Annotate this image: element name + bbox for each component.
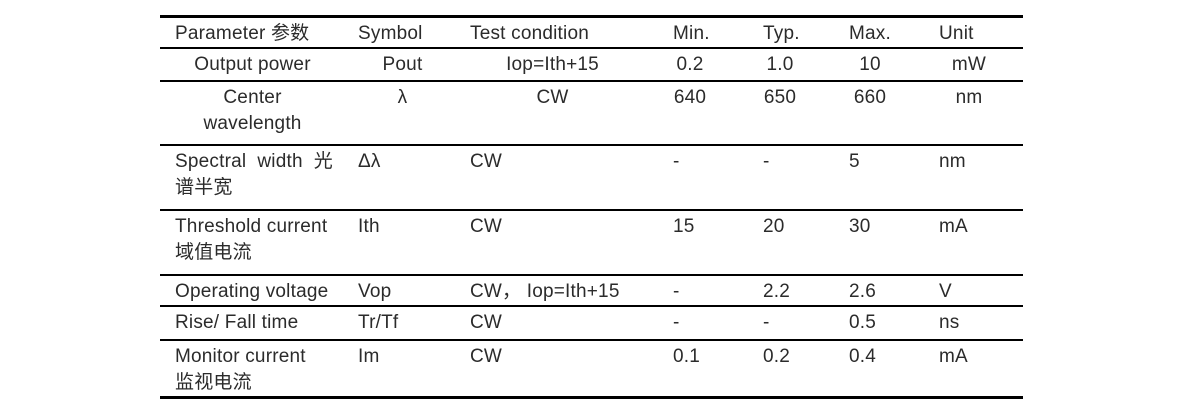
unit-cell: mA	[939, 216, 968, 237]
unit-cell: nm	[939, 151, 966, 172]
max-cell: 660	[853, 87, 887, 108]
table-row: Center wavelength λ CW 640 650 660 nm	[160, 81, 1023, 145]
param-cell: Spectral width 光谱半宽	[160, 145, 345, 210]
param-line: Operating voltage	[175, 281, 329, 302]
param-line: 监视电流	[175, 372, 252, 393]
param-line: Monitor current	[175, 346, 306, 367]
test-condition-cell: CW	[470, 312, 503, 333]
table-row: Rise/ Fall time Tr/Tf CW - - 0.5 ns	[160, 306, 1023, 340]
min-cell: 640	[673, 87, 707, 108]
max-cell: 30	[849, 216, 871, 237]
column-header: Test condition	[470, 23, 589, 44]
symbol-cell: Im	[358, 346, 380, 367]
table-row: Output power Pout Iop=Ith+15 0.2 1.0 10 mW	[160, 48, 1023, 81]
table-row: Monitor current 监视电流 Im CW 0.1 0.2 0.4 mA	[160, 340, 1023, 398]
max-cell: 5	[849, 151, 860, 172]
unit-cell: mA	[939, 346, 968, 367]
typ-cell: 2.2	[763, 281, 791, 302]
param-cell: Operating voltage	[160, 275, 345, 306]
max-cell: 10	[859, 54, 881, 75]
table-row: Operating voltage Vop CW， Iop=Ith+15 - 2.2 2.…	[160, 275, 1023, 306]
param-line: Rise/ Fall time	[175, 312, 299, 333]
unit-cell: nm	[955, 87, 983, 108]
symbol-cell: Pout	[382, 54, 423, 75]
unit-cell: ns	[939, 312, 960, 333]
min-cell: 0.1	[673, 346, 701, 367]
test-condition-cell: Iop=Ith+15	[506, 54, 599, 75]
typ-cell: 1.0	[766, 54, 794, 75]
param-line: Spectral width 光	[175, 151, 333, 172]
column-header: Max.	[849, 23, 891, 44]
typ-cell: 650	[763, 87, 797, 108]
test-condition-cell: CW	[470, 346, 503, 367]
symbol-cell: Vop	[358, 281, 392, 302]
typ-cell: -	[763, 312, 770, 333]
max-cell: 2.6	[849, 281, 877, 302]
test-condition-cell: CW， Iop=Ith+15	[470, 281, 620, 302]
min-cell: 15	[673, 216, 695, 237]
test-condition-cell: CW	[470, 216, 503, 237]
unit-cell: mW	[951, 54, 987, 75]
symbol-cell: Ith	[358, 216, 380, 237]
param-line: 域值电流	[175, 242, 252, 263]
table-row: Spectral width 光谱半宽 Δλ CW - - 5 nm	[160, 145, 1023, 210]
column-header: Unit	[939, 23, 974, 44]
param-cell: Rise/ Fall time	[160, 306, 345, 340]
symbol-cell: Tr/Tf	[358, 312, 399, 333]
typ-cell: 0.2	[763, 346, 791, 367]
param-cell: Center wavelength	[160, 81, 345, 145]
symbol-cell: λ	[397, 87, 408, 108]
test-condition-cell: CW	[470, 151, 503, 172]
param-line: 谱半宽	[175, 177, 233, 198]
symbol-cell: Δλ	[358, 151, 381, 172]
param-line: Center	[223, 87, 282, 108]
min-cell: -	[673, 312, 680, 333]
column-header: Parameter 参数	[175, 23, 310, 44]
param-line: wavelength	[203, 113, 302, 134]
typ-cell: -	[763, 151, 770, 172]
typ-cell: 20	[763, 216, 785, 237]
table-body: Output power Pout Iop=Ith+15 0.2 1.0 10 mW Cent…	[160, 48, 1023, 398]
unit-cell: V	[939, 281, 952, 302]
test-condition-cell: CW	[536, 87, 569, 108]
min-cell: -	[673, 281, 680, 302]
min-cell: -	[673, 151, 680, 172]
param-line: Output power	[194, 54, 311, 75]
header-row: Parameter 参数 Symbol Test condition Min. Typ.…	[160, 17, 1023, 48]
param-cell: Threshold current 域值电流	[160, 210, 345, 275]
max-cell: 0.4	[849, 346, 877, 367]
column-header: Min.	[673, 23, 710, 44]
param-cell: Output power	[160, 48, 345, 81]
min-cell: 0.2	[676, 54, 704, 75]
spec-table: Parameter 参数 Symbol Test condition Min. Typ.…	[160, 15, 1023, 399]
column-header: Typ.	[763, 23, 800, 44]
param-line: Threshold current	[175, 216, 328, 237]
column-header: Symbol	[358, 23, 423, 44]
table-row: Threshold current 域值电流 Ith CW 15 20 30 mA	[160, 210, 1023, 275]
param-cell: Monitor current 监视电流	[160, 340, 345, 398]
max-cell: 0.5	[849, 312, 877, 333]
